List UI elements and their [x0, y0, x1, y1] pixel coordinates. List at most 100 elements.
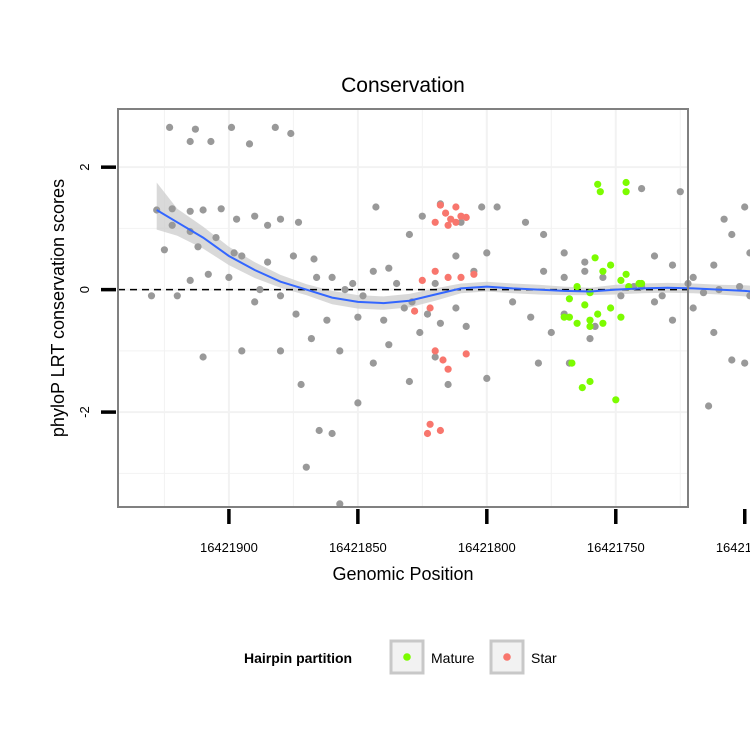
- point-star: [452, 203, 460, 211]
- point-other: [166, 123, 174, 131]
- point-other: [230, 249, 238, 257]
- point-other: [746, 292, 750, 300]
- x-tick-label: 16421900: [200, 540, 258, 555]
- point-other: [581, 267, 589, 275]
- point-other: [349, 279, 357, 288]
- x-tick-label: 16421750: [587, 540, 645, 555]
- point-other: [591, 322, 599, 330]
- points-layer: [147, 123, 750, 508]
- point-other: [168, 205, 176, 213]
- point-other: [287, 129, 295, 138]
- point-other: [560, 249, 568, 257]
- point-other: [315, 426, 323, 435]
- point-other: [359, 292, 367, 300]
- point-other: [423, 310, 432, 318]
- point-star: [423, 429, 432, 438]
- point-other: [328, 273, 336, 281]
- point-other: [380, 316, 388, 324]
- y-axis-ticks: 2 0 -2: [77, 164, 116, 418]
- point-other: [405, 377, 413, 386]
- point-star: [436, 201, 444, 209]
- point-star: [431, 267, 439, 275]
- point-other: [728, 356, 736, 364]
- point-other: [710, 328, 718, 337]
- point-other: [354, 313, 362, 321]
- point-other: [431, 279, 439, 288]
- point-other: [289, 252, 297, 260]
- legend-label-mature: Mature: [431, 650, 475, 666]
- point-mature: [622, 188, 630, 196]
- point-other: [508, 298, 517, 306]
- point-other: [521, 218, 530, 226]
- point-other: [483, 249, 491, 257]
- point-other: [336, 347, 344, 355]
- point-other: [276, 347, 285, 355]
- y-axis-title: phyloP LRT conservation scores: [48, 179, 68, 437]
- point-other: [297, 380, 305, 389]
- point-other: [199, 206, 207, 214]
- plot-border: [117, 108, 689, 508]
- point-star: [431, 218, 439, 226]
- point-star: [444, 221, 452, 229]
- point-mature: [622, 178, 630, 187]
- point-other: [736, 283, 744, 291]
- point-other: [599, 273, 607, 281]
- point-mature: [596, 188, 604, 196]
- point-mature: [565, 313, 574, 321]
- chart-title: Conservation: [341, 74, 465, 97]
- point-other: [369, 267, 377, 275]
- point-other: [168, 221, 176, 229]
- point-other: [586, 335, 594, 343]
- point-other: [186, 207, 194, 215]
- point-star: [431, 347, 439, 355]
- y-tick-label: 0: [77, 286, 92, 293]
- point-mature: [617, 276, 625, 284]
- point-mature: [565, 295, 574, 303]
- point-star: [439, 356, 447, 364]
- point-other: [245, 140, 254, 148]
- point-other: [581, 258, 589, 266]
- point-mature: [568, 359, 576, 367]
- point-other: [276, 292, 285, 300]
- point-other: [617, 292, 625, 300]
- x-tick-label: 16421700: [716, 540, 750, 555]
- point-other: [251, 212, 259, 220]
- point-mature: [591, 254, 599, 262]
- point-other: [173, 292, 181, 300]
- point-mature: [578, 384, 586, 392]
- point-other: [310, 255, 318, 263]
- point-mature: [635, 279, 643, 288]
- point-other: [217, 205, 225, 213]
- point-mature: [599, 267, 607, 275]
- x-tick-label: 16421850: [329, 540, 387, 555]
- point-other: [227, 123, 236, 131]
- point-mature: [586, 289, 594, 297]
- point-other: [400, 304, 408, 312]
- point-other: [741, 359, 749, 367]
- point-other: [676, 188, 684, 196]
- point-other: [328, 429, 336, 438]
- point-star: [444, 365, 452, 373]
- point-other: [160, 246, 168, 254]
- point-mature: [617, 313, 625, 321]
- point-other: [354, 399, 362, 407]
- point-other: [436, 319, 444, 327]
- point-other: [710, 261, 718, 269]
- point-other: [650, 252, 659, 260]
- point-other: [238, 252, 246, 260]
- point-other: [186, 137, 194, 146]
- point-mature: [607, 304, 615, 312]
- point-other: [431, 353, 439, 361]
- point-other: [264, 221, 272, 229]
- point-other: [292, 310, 300, 318]
- point-mature: [612, 396, 620, 404]
- point-star: [426, 420, 434, 428]
- point-mature: [573, 319, 581, 327]
- point-other: [452, 304, 460, 312]
- point-other: [444, 380, 452, 389]
- point-other: [294, 218, 303, 226]
- point-mature: [622, 270, 630, 278]
- point-mature: [586, 316, 594, 324]
- point-star: [470, 270, 478, 278]
